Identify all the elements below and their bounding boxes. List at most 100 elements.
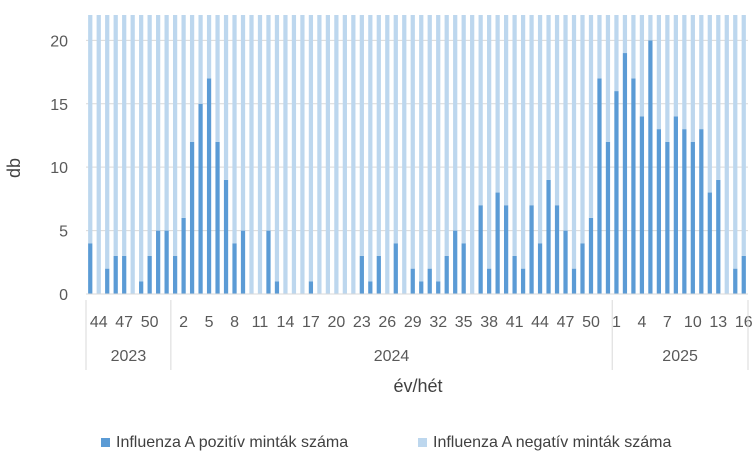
bar-positive [563, 230, 568, 294]
bar-negative [707, 15, 712, 193]
bar-negative [317, 15, 322, 294]
bar-positive [444, 255, 449, 294]
bar-positive [164, 230, 169, 294]
bar-positive [665, 141, 670, 294]
bar-positive [741, 255, 746, 294]
bar-positive [461, 243, 466, 294]
bar-positive [546, 179, 551, 294]
bar-negative [291, 15, 297, 294]
x-tick-label: 38 [480, 314, 498, 331]
bar-positive [240, 230, 246, 294]
bar-positive [699, 129, 704, 294]
bar-positive [393, 243, 398, 294]
bar-negative [605, 15, 611, 142]
bar-positive [529, 205, 534, 294]
bar-positive [614, 91, 619, 294]
bar-positive [232, 243, 237, 294]
bar-negative [189, 15, 195, 142]
bar-positive [580, 243, 585, 294]
x-tick-label: 32 [429, 314, 447, 331]
bar-negative [385, 15, 390, 294]
bar-positive [172, 255, 178, 294]
bar-negative [546, 15, 551, 180]
bar-negative [478, 15, 483, 206]
bar-positive [622, 53, 628, 294]
bar-negative [673, 15, 678, 117]
bar-positive [88, 243, 93, 294]
bar-negative [427, 15, 432, 269]
x-tick-label: 47 [115, 314, 133, 331]
bar-negative [266, 15, 271, 231]
legend-swatch [418, 438, 427, 447]
bar-negative [325, 15, 331, 294]
x-tick-label: 26 [378, 314, 396, 331]
bar-positive [605, 141, 611, 294]
bar-positive [554, 205, 560, 294]
bar-negative [733, 15, 738, 269]
bar-negative [334, 15, 339, 294]
x-tick-label: 5 [205, 314, 214, 331]
bar-positive [410, 268, 415, 294]
bar-negative [122, 15, 127, 256]
bar-negative [614, 15, 619, 92]
year-label: 2024 [374, 348, 410, 365]
bar-negative [520, 15, 526, 269]
bar-positive [368, 281, 373, 294]
bar-negative [274, 15, 280, 282]
bar-negative [588, 15, 594, 218]
bar-negative [682, 15, 687, 130]
x-tick-label: 4 [637, 314, 646, 331]
bar-negative [436, 15, 441, 282]
x-tick-label: 20 [327, 314, 345, 331]
bar-positive [716, 179, 721, 294]
x-axis-label: év/hét [393, 376, 442, 396]
bar-positive [673, 116, 678, 294]
bar-positive [639, 116, 645, 294]
bar-positive [733, 268, 738, 294]
bar-negative [461, 15, 466, 244]
bar-negative [402, 15, 407, 294]
bar-positive [537, 243, 543, 294]
bar-negative [571, 15, 577, 269]
bar-positive [359, 255, 364, 294]
bar-negative [96, 15, 101, 294]
bar-positive [308, 281, 314, 294]
bar-positive [648, 40, 653, 295]
y-tick-label: 5 [59, 224, 68, 241]
bar-positive [478, 205, 483, 294]
bar-negative [724, 15, 729, 294]
bar-negative [639, 15, 645, 117]
bar-positive [147, 255, 152, 294]
bar-positive [266, 230, 271, 294]
bar-negative [206, 15, 212, 79]
bar-negative [648, 15, 653, 41]
bar-positive [274, 281, 280, 294]
y-tick-label: 15 [50, 97, 68, 114]
bar-positive [520, 268, 526, 294]
x-tick-label: 10 [684, 314, 702, 331]
bar-negative [716, 15, 721, 180]
bar-negative [529, 15, 534, 206]
x-tick-label: 23 [353, 314, 371, 331]
bar-negative [376, 15, 381, 256]
bar-negative [113, 15, 118, 256]
y-tick-label: 10 [50, 160, 68, 177]
x-tick-label: 50 [141, 314, 159, 331]
x-tick-label: 29 [404, 314, 422, 331]
bar-positive [597, 78, 602, 294]
bar-negative [563, 15, 568, 231]
bar-positive [487, 268, 492, 294]
bar-negative [105, 15, 110, 269]
bar-negative [410, 15, 415, 269]
bar-negative [503, 15, 509, 206]
bar-negative [741, 15, 746, 256]
x-axis: 44 47 50 2 5 8 11 14 17 20 23 26 29 32 35 38 41 44 47 50 1 4 7… [85, 293, 752, 370]
bar-positive [690, 141, 695, 294]
x-tick-label: 41 [506, 314, 524, 331]
bar-negative [164, 15, 169, 231]
bar-negative [223, 15, 229, 180]
bar-positive [376, 255, 381, 294]
bar-positive [512, 255, 517, 294]
bar-positive [588, 217, 594, 294]
bar-positive [503, 205, 509, 294]
